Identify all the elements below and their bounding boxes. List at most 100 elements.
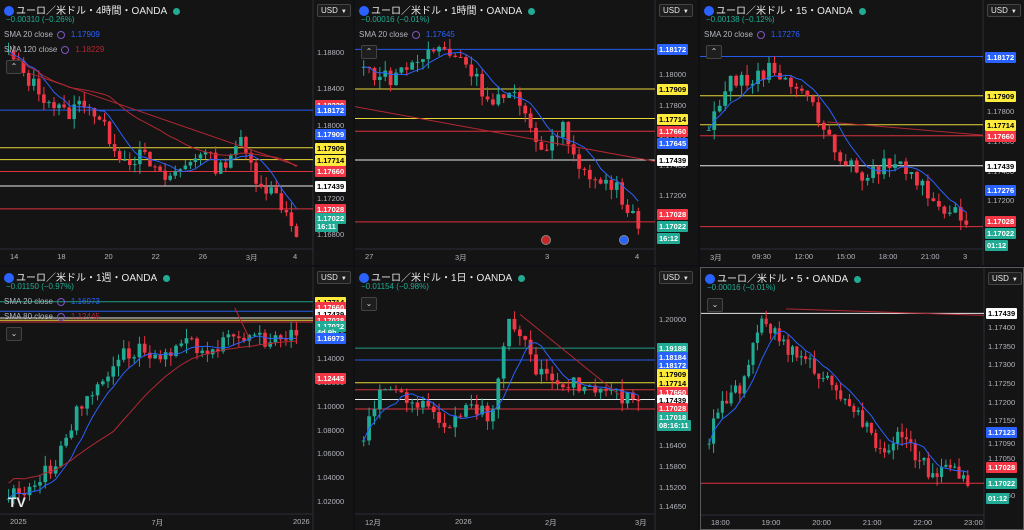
candle-body-30 bbox=[839, 390, 843, 400]
price-tag-1: 1.17123 bbox=[986, 426, 1018, 438]
price-tag-6: 1.17028 bbox=[657, 209, 689, 221]
eurusd-flag-icon bbox=[359, 273, 369, 284]
candle-body-27 bbox=[826, 375, 830, 379]
currency-selector[interactable]: USD ▼ bbox=[659, 271, 693, 284]
chart-panel-4h[interactable]: ユーロ／米ドル・4時間・OANDA −0.00310 (−0.26%) SMA 20… bbox=[0, 0, 353, 265]
candle-body-28 bbox=[512, 318, 517, 330]
candle-body-30 bbox=[523, 105, 528, 114]
sma-legend-1[interactable]: SMA 80 close 1.12445 bbox=[4, 312, 100, 321]
sma-legend-0[interactable]: SMA 20 close 1.17909 bbox=[4, 30, 100, 39]
sma-legend-0[interactable]: SMA 20 close 1.17645 bbox=[359, 30, 455, 39]
price-tag-0: 1.17439 bbox=[986, 308, 1018, 320]
candle-body-56 bbox=[289, 212, 294, 227]
candle-body-39 bbox=[203, 152, 208, 155]
candle-body-43 bbox=[223, 162, 228, 168]
candle-body-42 bbox=[936, 200, 941, 207]
indicator-settings-icon[interactable] bbox=[61, 45, 70, 54]
eu-flag-icon[interactable] bbox=[619, 235, 629, 245]
candle-body-20 bbox=[795, 346, 799, 358]
candle-body-43 bbox=[593, 179, 598, 181]
sma-short-line bbox=[708, 74, 967, 213]
candle-body-13 bbox=[72, 104, 76, 120]
candle-body-42 bbox=[587, 169, 592, 180]
candle-body-37 bbox=[561, 384, 565, 388]
candle-body-10 bbox=[415, 402, 420, 408]
chart-title[interactable]: ユーロ／米ドル・1週・OANDA bbox=[4, 269, 171, 284]
chevron-up-icon[interactable]: ⌃ bbox=[706, 45, 722, 59]
currency-selector[interactable]: USD ▼ bbox=[317, 4, 351, 17]
candle-body-47 bbox=[614, 182, 619, 190]
chart-panel-1h[interactable]: ユーロ／米ドル・1時間・OANDA −0.00016 (−0.01%) SMA 20… bbox=[355, 0, 698, 265]
chart-title-text: ユーロ／米ドル・1日・OANDA bbox=[371, 273, 513, 284]
candle-body-33 bbox=[539, 142, 544, 150]
candle-body-25 bbox=[133, 164, 137, 166]
chart-title[interactable]: ユーロ／米ドル・1日・OANDA bbox=[359, 269, 526, 284]
sma-legend-1[interactable]: SMA 120 close 1.18229 bbox=[4, 45, 104, 54]
candle-body-15 bbox=[789, 77, 793, 87]
candle-body-19 bbox=[464, 405, 468, 417]
candle-body-48 bbox=[620, 182, 625, 205]
sma-label: SMA 120 close bbox=[4, 45, 58, 54]
currency-label: USD bbox=[321, 6, 338, 15]
chart-title[interactable]: ユーロ／米ドル・1時間・OANDA bbox=[359, 2, 536, 17]
price-tag-0: 1.18172 bbox=[985, 51, 1017, 63]
price-chart[interactable] bbox=[700, 0, 1024, 265]
chart-title[interactable]: ユーロ／米ドル・5・OANDA bbox=[705, 270, 862, 285]
candle-body-29 bbox=[517, 92, 522, 106]
candle-body-49 bbox=[922, 458, 926, 461]
us-flag-icon[interactable] bbox=[541, 235, 551, 245]
chart-panel-15m[interactable]: ユーロ／米ドル・15・OANDA −0.00138 (−0.12%) SMA 20 … bbox=[700, 0, 1024, 265]
price-chart[interactable] bbox=[0, 267, 353, 530]
price-chart[interactable] bbox=[355, 267, 698, 530]
chevron-down-icon[interactable]: ⌄ bbox=[707, 298, 723, 312]
candle-body-25 bbox=[496, 94, 501, 105]
candle-body-51 bbox=[636, 211, 641, 229]
time-tick-2: 20:00 bbox=[812, 518, 831, 527]
chevron-up-icon[interactable]: ⌃ bbox=[6, 60, 22, 74]
indicator-settings-icon[interactable] bbox=[411, 30, 420, 39]
currency-selector[interactable]: USD ▼ bbox=[988, 272, 1022, 285]
candle-body-53 bbox=[274, 187, 279, 194]
indicator-settings-icon[interactable] bbox=[756, 30, 765, 39]
candle-body-31 bbox=[528, 339, 533, 355]
indicator-settings-icon[interactable] bbox=[56, 30, 65, 39]
chevron-down-icon[interactable]: ⌄ bbox=[6, 327, 22, 341]
time-tick-5: 23:00 bbox=[964, 518, 983, 527]
chevron-down-icon[interactable]: ⌄ bbox=[361, 297, 377, 311]
price-tag-3: 1.17909 bbox=[657, 369, 689, 380]
candle-body-16 bbox=[794, 86, 799, 89]
chart-panel-5m[interactable]: ユーロ／米ドル・5・OANDA −0.00016 (−0.01%) ⌄ USD ▼ 1.1… bbox=[700, 267, 1024, 530]
price-chart[interactable] bbox=[0, 0, 353, 265]
chart-title[interactable]: ユーロ／米ドル・4時間・OANDA bbox=[4, 2, 181, 17]
candle-body-8 bbox=[48, 465, 53, 474]
candle-body-51 bbox=[264, 186, 268, 194]
candle-body-8 bbox=[404, 67, 409, 70]
candle-body-29 bbox=[834, 384, 838, 391]
chart-panel-1w[interactable]: ユーロ／米ドル・1週・OANDA −0.01150 (−0.97%) SMA 20 … bbox=[0, 267, 353, 530]
candle-body-15 bbox=[82, 100, 87, 107]
candle-body-4 bbox=[728, 75, 733, 92]
live-status-dot-icon bbox=[173, 7, 181, 15]
price-change: −0.00138 (−0.12%) bbox=[706, 15, 775, 24]
sma-legend-0[interactable]: SMA 20 close 1.17276 bbox=[704, 30, 800, 39]
chevron-up-icon[interactable]: ⌃ bbox=[361, 45, 377, 59]
indicator-settings-icon[interactable] bbox=[56, 312, 65, 321]
price-chart[interactable] bbox=[701, 268, 1024, 530]
candle-body-47 bbox=[964, 220, 969, 225]
price-chart[interactable] bbox=[355, 0, 698, 265]
chart-title[interactable]: ユーロ／米ドル・15・OANDA bbox=[704, 2, 866, 17]
trend-line bbox=[31, 73, 298, 167]
currency-selector[interactable]: USD ▼ bbox=[659, 4, 693, 17]
sma-legend-0[interactable]: SMA 20 close 1.16973 bbox=[4, 297, 100, 306]
sma-value: 1.17276 bbox=[770, 30, 800, 39]
chart-panel-1d[interactable]: ユーロ／米ドル・1日・OANDA −0.01154 (−0.98%) ⌄ USD ▼ 1.… bbox=[355, 267, 698, 530]
candle-body-17 bbox=[92, 108, 97, 117]
chart-title-text: ユーロ／米ドル・5・OANDA bbox=[717, 274, 849, 285]
tradingview-logo-icon[interactable]: TV bbox=[8, 494, 26, 510]
time-tick-4: 22:00 bbox=[913, 518, 933, 527]
currency-selector[interactable]: USD ▼ bbox=[987, 4, 1021, 17]
price-tag-2: 1.17028 bbox=[986, 462, 1018, 474]
live-status-dot-icon bbox=[528, 7, 536, 15]
currency-selector[interactable]: USD ▼ bbox=[317, 271, 351, 284]
indicator-settings-icon[interactable] bbox=[56, 297, 65, 306]
